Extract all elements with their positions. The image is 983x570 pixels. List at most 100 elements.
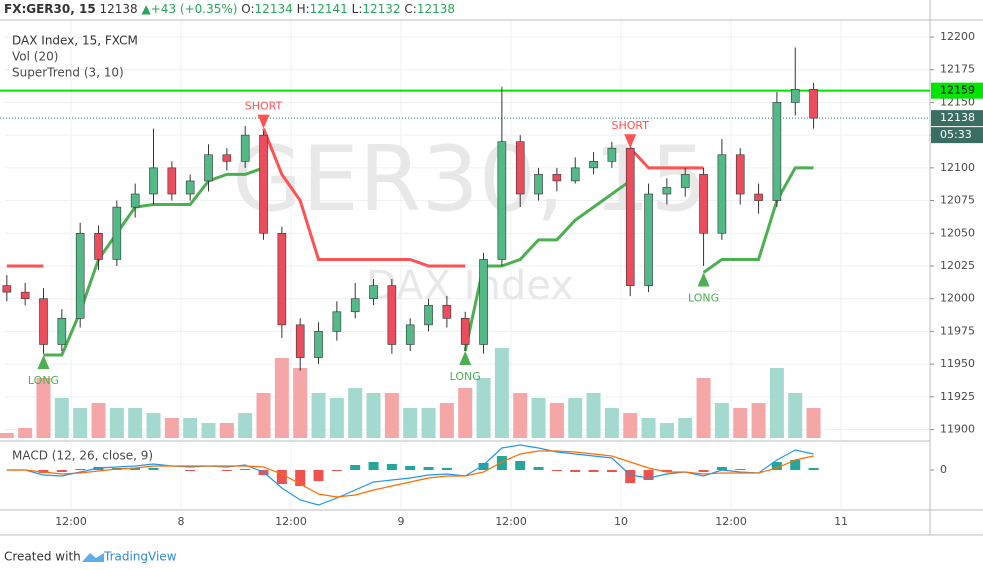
last: 12138 [99, 2, 138, 16]
candle-body [662, 187, 672, 195]
y-tick-label: 12000 [940, 292, 975, 305]
candle-body [479, 259, 488, 345]
volume-bar [623, 413, 638, 438]
macd-hist [148, 468, 159, 470]
candle-body [149, 167, 158, 195]
macd-hist [405, 466, 416, 470]
candle-body [167, 167, 177, 195]
volume-bar [439, 403, 454, 438]
volume-bar [769, 368, 784, 438]
candle-body [350, 298, 360, 313]
signal-label: LONG [28, 374, 59, 387]
y-tick-label: 0 [940, 463, 947, 476]
macd-hist [386, 464, 397, 470]
macd-hist [790, 460, 801, 470]
ohlc-o-label: O: [241, 2, 255, 16]
volume-bar [128, 408, 143, 438]
footer-text: Created with [4, 550, 81, 564]
countdown-bg [931, 127, 983, 144]
y-tick-label: 11925 [940, 390, 975, 403]
candle-body [735, 154, 745, 195]
ohlc-h-label: H: [296, 2, 310, 16]
supertrend-line [262, 128, 466, 268]
legend-text: MACD (12, 26, close, 9) [12, 449, 153, 463]
volume-bar [18, 428, 33, 438]
candle-body [130, 193, 140, 208]
volume-bar [714, 403, 729, 438]
volume-bar [366, 393, 381, 438]
volume-bar [256, 393, 271, 438]
candle-body [534, 174, 543, 195]
volume-bar [458, 388, 473, 438]
volume-bar [659, 423, 674, 438]
volume-bar [0, 433, 14, 438]
candle-body [570, 167, 580, 182]
supertrend-line [702, 166, 814, 274]
candle-body [699, 174, 708, 234]
candle-body [589, 161, 598, 169]
macd-hist [808, 468, 819, 470]
candle-body [387, 285, 397, 345]
macd-hist [423, 467, 434, 470]
macd-hist [185, 470, 196, 471]
y-tick-label: 11900 [940, 423, 975, 436]
volume-bar [311, 393, 326, 438]
candle-body [607, 147, 617, 162]
candle-body [112, 206, 122, 260]
volume-bar [146, 413, 161, 438]
volume-bar [604, 408, 619, 438]
volume-bar [788, 393, 803, 438]
volume-bar [73, 408, 88, 438]
macd-hist [698, 470, 709, 472]
candle-body [2, 285, 12, 293]
volume-bar [421, 408, 436, 438]
signal-arrow [459, 351, 472, 366]
macd-hist [295, 470, 306, 486]
volume-bar [183, 418, 198, 438]
y-tick-label: 12150 [940, 95, 975, 108]
macd-hist [313, 470, 324, 481]
candle-body [240, 134, 250, 162]
signal-arrow [257, 114, 270, 129]
x-tick-label: 8 [178, 515, 185, 528]
volume-bar [329, 398, 344, 438]
macd-hist [551, 470, 562, 471]
macd-hist [771, 462, 782, 470]
macd-hist [570, 470, 581, 472]
volume-bar [403, 408, 418, 438]
volume-bar [91, 403, 106, 438]
macd-hist [606, 470, 617, 472]
macd-hist [75, 469, 86, 470]
macd-hist [368, 462, 379, 470]
volume-bar [568, 398, 583, 438]
macd-hist [240, 469, 251, 470]
supertrend-line [463, 179, 632, 352]
volume-bar [733, 408, 748, 438]
legend-text: DAX Index, 15, FXCM [12, 34, 138, 48]
candle-body [39, 298, 48, 345]
candle-body [717, 154, 727, 234]
candle-body [754, 193, 763, 201]
candle-body [552, 174, 562, 182]
y-tick-label: 12100 [940, 161, 975, 174]
candle-body [405, 324, 415, 345]
change: +43 (+0.35%) [150, 2, 238, 16]
volume-bar [164, 418, 179, 438]
y-tick-label: 11950 [940, 357, 975, 370]
volume-bar [36, 378, 51, 438]
candle-body [772, 102, 782, 201]
volume-bar [678, 418, 693, 438]
x-tick-label: 12:00 [55, 515, 87, 528]
y-tick-label: 12175 [940, 63, 975, 76]
footer-brand[interactable]: TradingView [103, 550, 177, 564]
ohlc-o: 12134 [254, 2, 293, 16]
x-tick-label: 10 [614, 515, 628, 528]
volume-bar [806, 408, 821, 438]
volume-bar [513, 393, 528, 438]
x-tick-label: 12:00 [275, 515, 307, 528]
volume-bar [696, 378, 711, 438]
macd-hist [716, 467, 727, 470]
volume-bar [274, 358, 289, 438]
ohlc-c: 12138 [416, 2, 456, 16]
